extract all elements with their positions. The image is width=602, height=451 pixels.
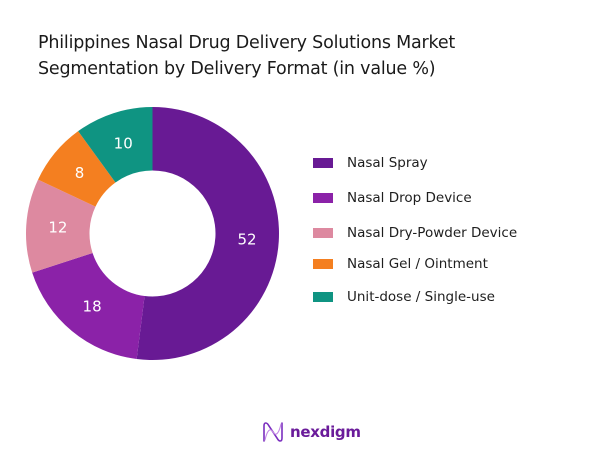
legend-swatch	[313, 158, 333, 168]
legend-label: Nasal Spray	[347, 155, 428, 171]
data-label-nasal-dry-powder-device: 12	[48, 219, 67, 237]
chart-title-line-2: Segmentation by Delivery Format (in valu…	[38, 59, 436, 79]
legend-label: Unit-dose / Single-use	[347, 289, 495, 305]
legend-label: Nasal Drop Device	[347, 190, 472, 206]
donut-segment-nasal-gel-ointment	[38, 131, 116, 207]
nexdigm-wave-logo-icon	[263, 422, 283, 442]
legend-swatch	[313, 193, 333, 203]
data-label-nasal-drop-device: 18	[83, 298, 102, 316]
legend-swatch	[313, 228, 333, 238]
nexdigm-logo: nexdigm	[262, 421, 361, 443]
legend-item-nasal-gel-ointment: Nasal Gel / Ointment	[313, 253, 488, 275]
data-label-unit-dose-single-use: 10	[114, 134, 133, 152]
legend-swatch	[313, 292, 333, 302]
chart-title-line-1: Philippines Nasal Drug Delivery Solution…	[38, 33, 456, 53]
donut-segment-nasal-dry-powder-device	[26, 179, 96, 273]
donut-segment-nasal-drop-device	[32, 252, 145, 360]
donut-segment-unit-dose-single-use	[78, 107, 153, 183]
data-label-nasal-gel-ointment: 8	[75, 164, 85, 182]
chart-title: Philippines Nasal Drug Delivery Solution…	[38, 30, 578, 82]
legend-item-nasal-dry-powder-device: Nasal Dry-Powder Device	[313, 222, 517, 244]
legend-item-nasal-spray: Nasal Spray	[313, 152, 428, 174]
logo-text: nexdigm	[290, 423, 361, 441]
legend-item-unit-dose-single-use: Unit-dose / Single-use	[313, 286, 495, 308]
legend-label: Nasal Dry-Powder Device	[347, 225, 518, 241]
legend-item-nasal-drop-device: Nasal Drop Device	[313, 187, 472, 209]
donut-segment-nasal-spray	[136, 107, 279, 360]
data-label-nasal-spray: 52	[238, 230, 257, 248]
legend-swatch	[313, 259, 333, 269]
legend-label: Nasal Gel / Ointment	[347, 256, 488, 272]
